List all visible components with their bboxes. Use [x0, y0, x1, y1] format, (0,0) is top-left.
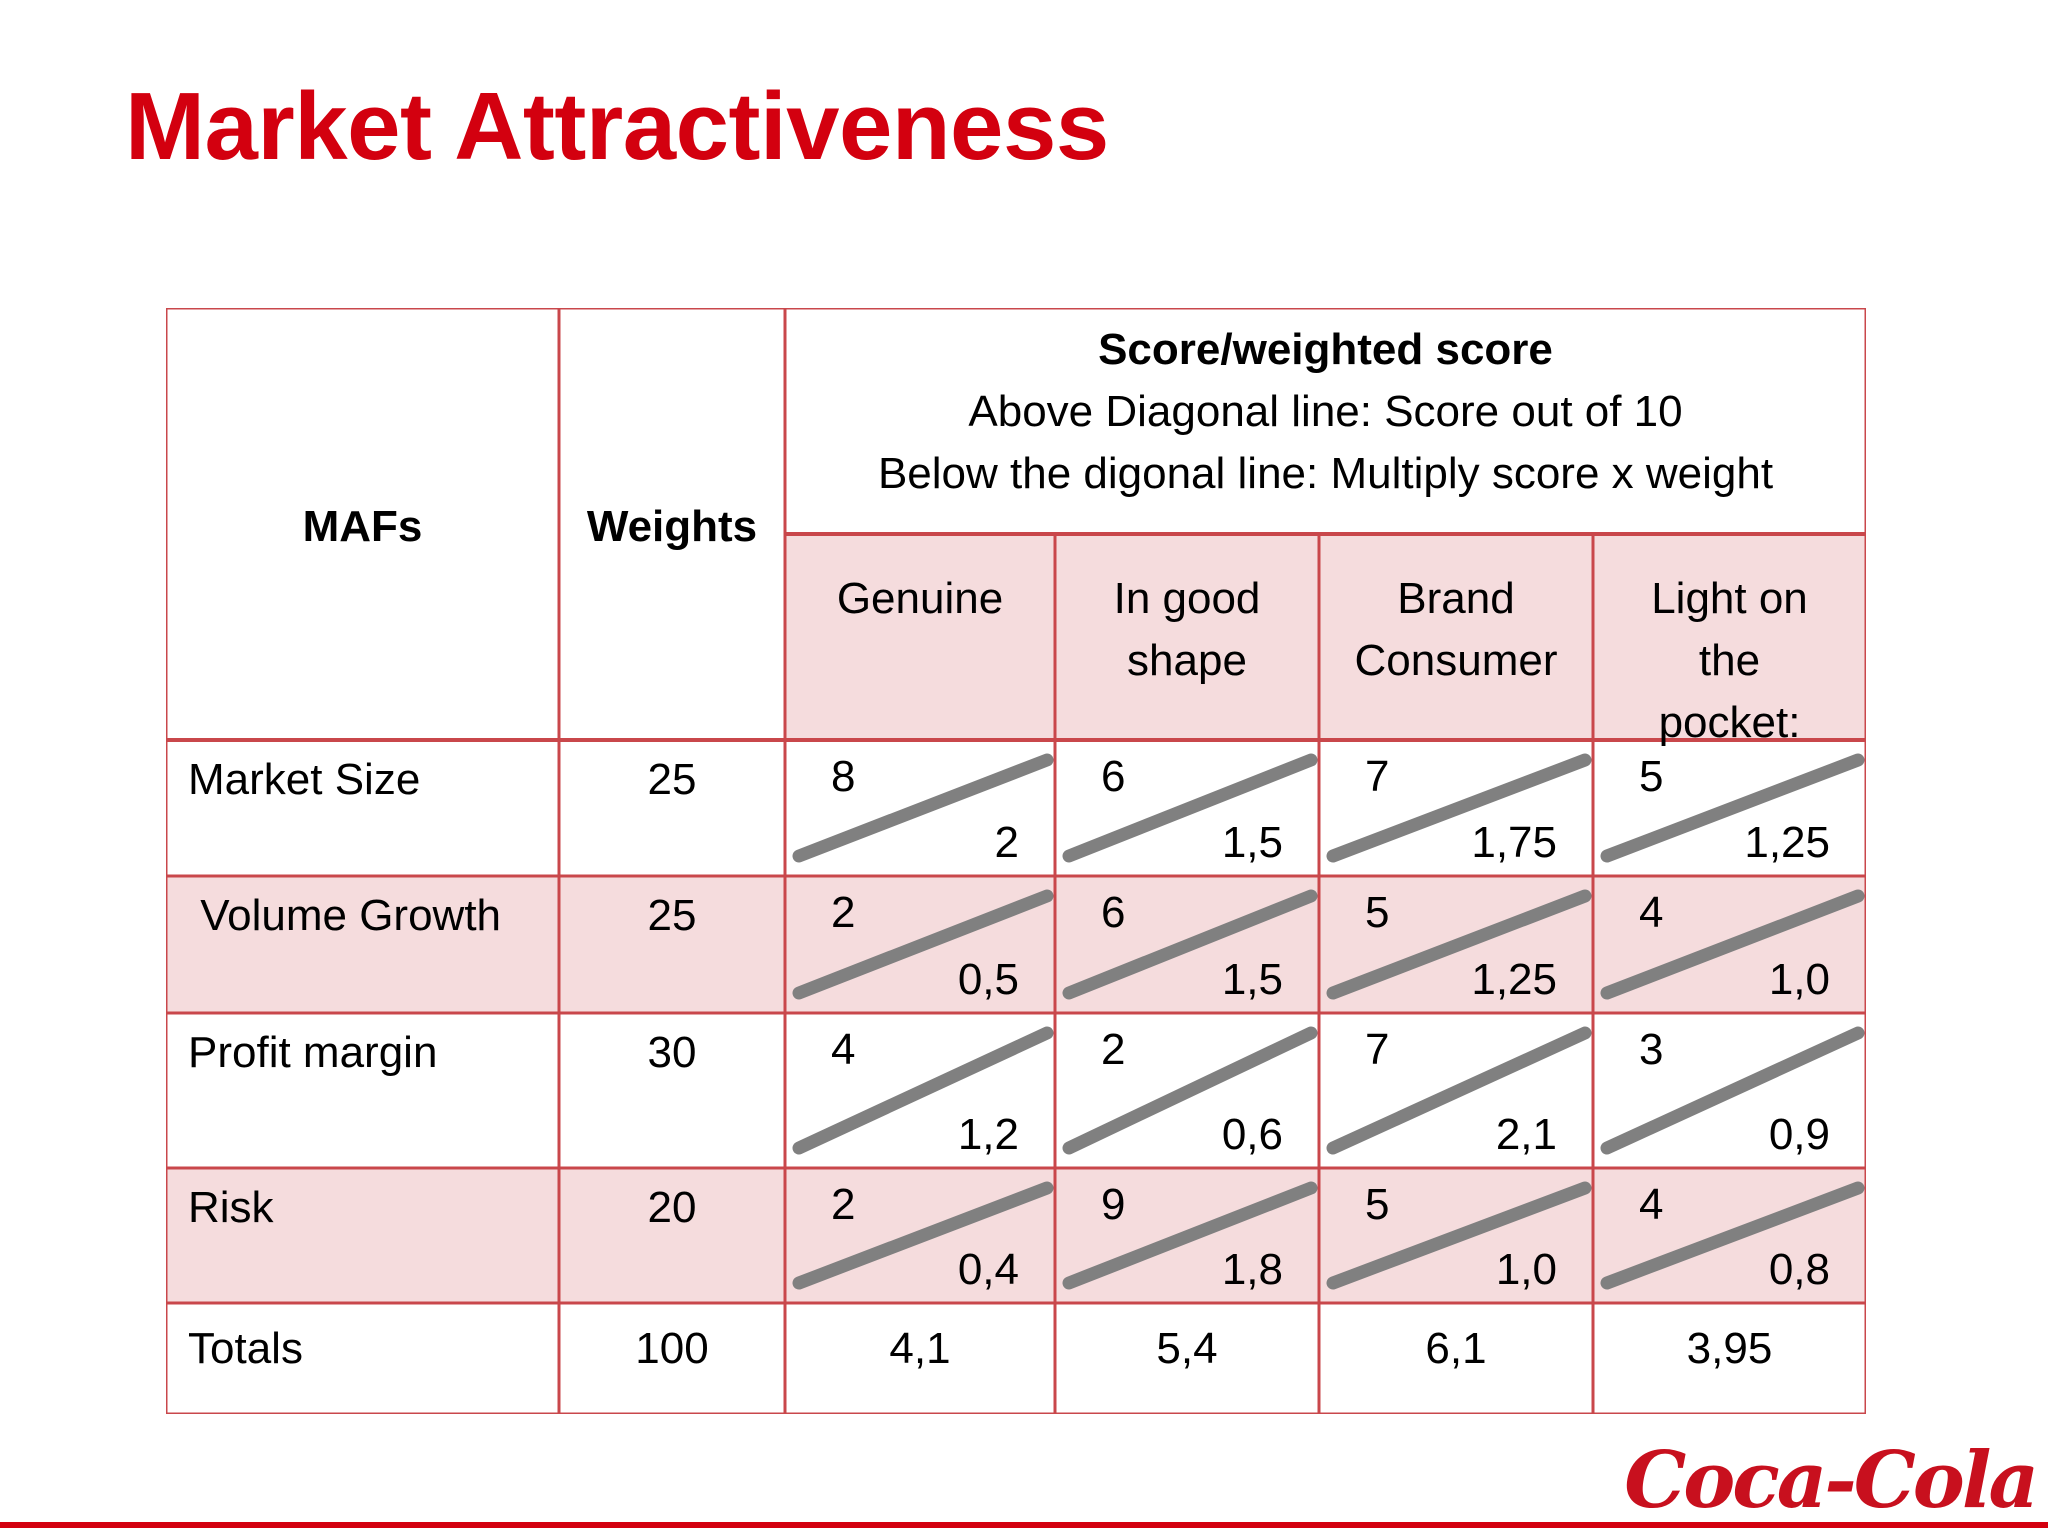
cell-score: 4 [831, 1025, 856, 1074]
total-value: 4,1 [889, 1324, 951, 1373]
cell-score: 7 [1365, 752, 1390, 801]
cell-weighted-score: 1,75 [1471, 818, 1557, 867]
total-value: 6,1 [1425, 1324, 1487, 1373]
segment-name-line: Brand [1397, 574, 1515, 623]
score-header-title: Score/weighted score [1098, 325, 1553, 374]
segment-name-line: the [1698, 636, 1761, 685]
segment-header: Genuine [785, 534, 1055, 740]
row-label: Market Size [188, 755, 421, 804]
segment-name-line: pocket: [1658, 698, 1801, 747]
total-value: 5,4 [1156, 1324, 1218, 1373]
row-weight: 25 [647, 891, 697, 940]
segment-name-line: Genuine [836, 574, 1004, 623]
cell-weighted-score: 2,1 [1495, 1110, 1557, 1159]
slide-title: Market Attractiveness [125, 73, 1109, 180]
cell-score: 6 [1101, 752, 1126, 801]
cell-score: 6 [1101, 888, 1126, 937]
cell-weighted-score: 1,0 [1768, 955, 1830, 1004]
segment-name-line: shape [1127, 636, 1247, 685]
cell-weighted-score: 1,5 [1221, 955, 1283, 1004]
segment-name: In good shape [1055, 568, 1319, 692]
cell-weighted-score: 0,9 [1768, 1110, 1830, 1159]
segment-header: Brand Consumer [1319, 534, 1593, 740]
totals-weight: 100 [635, 1324, 709, 1373]
cell-weighted-score: 0,5 [957, 955, 1019, 1004]
row-weight: 20 [647, 1183, 697, 1232]
row-weight: 30 [647, 1028, 697, 1077]
row-label: Risk [188, 1183, 274, 1232]
weights-header: Weights [586, 502, 758, 551]
cell-weighted-score: 1,0 [1495, 1245, 1557, 1294]
cell-weighted-score: 2 [994, 818, 1019, 867]
segment-header: Light on the pocket: [1593, 534, 1866, 747]
cell-weighted-score: 0,6 [1221, 1110, 1283, 1159]
row-label: Volume Growth [188, 891, 502, 940]
cell-weighted-score: 1,5 [1221, 818, 1283, 867]
coca-cola-logo: Coca-Cola [1624, 1435, 2039, 1526]
cell-weighted-score: 1,8 [1221, 1245, 1283, 1294]
segment-name: Brand Consumer [1319, 568, 1593, 692]
total-value: 3,95 [1686, 1324, 1773, 1373]
cell-score: 9 [1101, 1180, 1126, 1229]
cell-score: 4 [1639, 1180, 1664, 1229]
cell-weighted-score: 0,8 [1768, 1245, 1830, 1294]
score-header-line2: Below the digonal line: Multiply score x… [877, 449, 1774, 498]
cell-weighted-score: 1,25 [1471, 955, 1557, 1004]
cell-score: 3 [1639, 1025, 1664, 1074]
bottom-rule [0, 1522, 2048, 1528]
market-attractiveness-table: MAFs Weights Score/weighted score Above Dia… [166, 308, 1866, 1414]
segment-name: Light on the pocket: [1593, 568, 1866, 754]
cell-weighted-score: 0,4 [957, 1245, 1019, 1294]
segment-name-line: Consumer [1354, 636, 1558, 685]
cell-score: 5 [1639, 752, 1664, 801]
segment-header: In good shape [1055, 534, 1319, 740]
cell-weighted-score: 1,2 [957, 1110, 1019, 1159]
cell-score: 2 [1101, 1025, 1126, 1074]
cell-score: 7 [1365, 1025, 1390, 1074]
score-header-line1: Above Diagonal line: Score out of 10 [968, 387, 1683, 436]
segment-name-line: Light on [1651, 574, 1808, 623]
score-header: Score/weighted score Above Diagonal line:… [785, 319, 1866, 505]
cell-score: 5 [1365, 888, 1390, 937]
cell-score: 2 [831, 888, 856, 937]
totals-label: Totals [188, 1324, 303, 1373]
cell-score: 2 [831, 1180, 856, 1229]
segment-name: Genuine [785, 568, 1055, 630]
row-label: Profit margin [188, 1028, 438, 1077]
cell-weighted-score: 1,25 [1744, 818, 1830, 867]
mafs-header: MAFs [302, 502, 423, 551]
cell-score: 5 [1365, 1180, 1390, 1229]
row-weight: 25 [647, 755, 697, 804]
segment-name-line: In good [1113, 574, 1261, 623]
cell-score: 8 [831, 752, 856, 801]
cell-score: 4 [1639, 888, 1664, 937]
